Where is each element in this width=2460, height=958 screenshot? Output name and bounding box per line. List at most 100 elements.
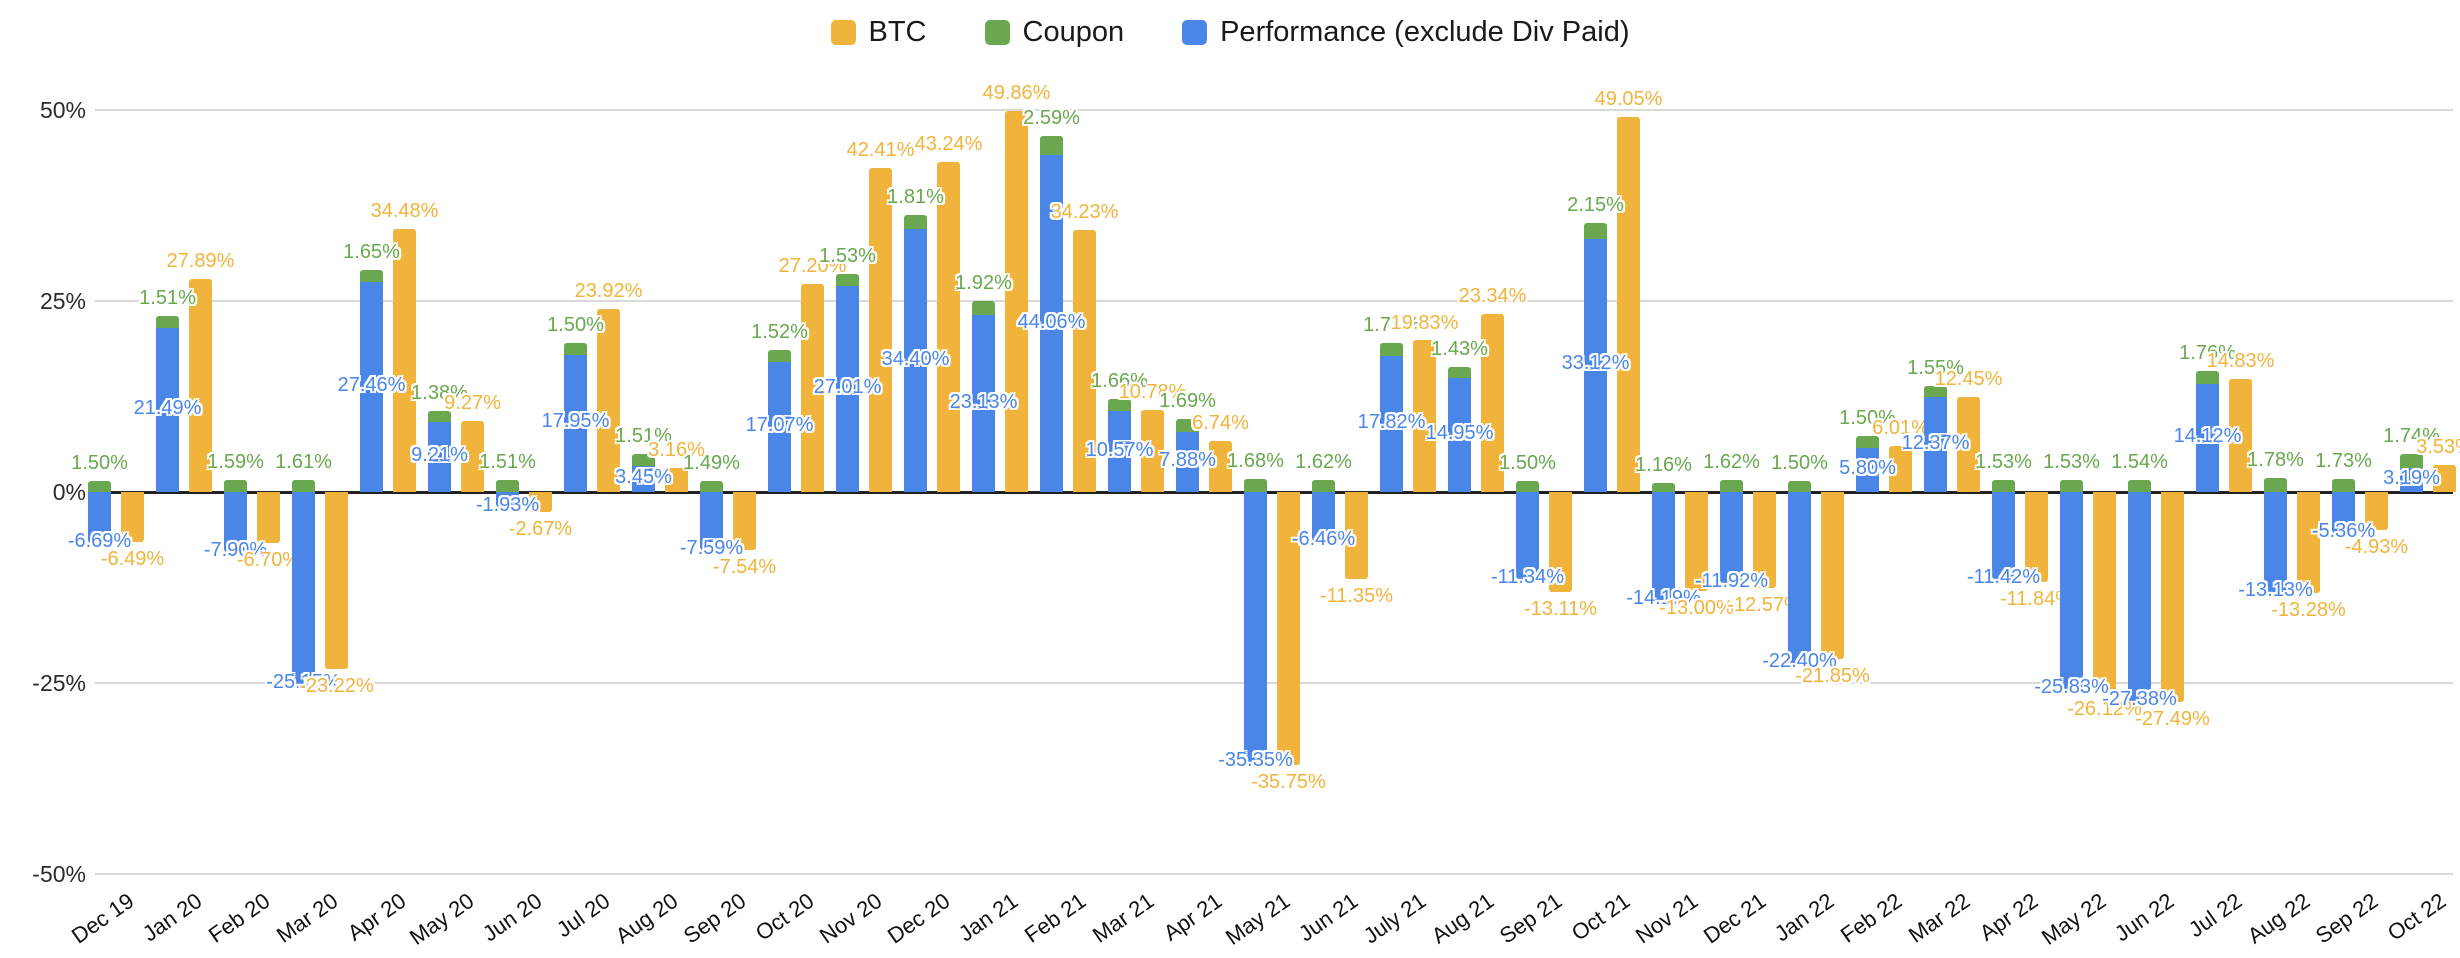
bar-performance-july-21 xyxy=(1380,355,1403,492)
bar-coupon-nov-21 xyxy=(1652,483,1675,492)
label-performance-jun-21: -6.46% xyxy=(1291,528,1356,551)
bar-coupon-dec-20 xyxy=(904,215,927,230)
bar-performance-apr-20 xyxy=(360,282,383,492)
bar-performance-feb-20 xyxy=(224,492,247,553)
bar-performance-jul-22 xyxy=(2196,384,2219,492)
bar-coupon-mar-21 xyxy=(1108,398,1131,412)
label-btc-oct-21: 49.05% xyxy=(1594,88,1663,111)
label-btc-jan-21: 49.86% xyxy=(982,82,1051,105)
bar-coupon-mar-22 xyxy=(1924,385,1947,398)
bar-coupon-aug-22 xyxy=(2264,478,2287,492)
label-coupon-may-22: 1.53% xyxy=(2043,451,2100,474)
bar-performance-jul-20 xyxy=(564,354,587,492)
bar-coupon-jul-22 xyxy=(2196,370,2219,385)
label-coupon-jun-22: 1.54% xyxy=(2111,451,2168,474)
bar-performance-jan-20 xyxy=(156,327,179,492)
bar-performance-aug-21 xyxy=(1448,377,1471,492)
y-axis-tick-n50: -50% xyxy=(32,861,86,887)
label-performance-nov-20: 27.01% xyxy=(813,375,882,398)
bar-btc-july-21 xyxy=(1413,340,1436,492)
label-coupon-dec-21: 1.62% xyxy=(1703,450,1760,473)
label-coupon-aug-21: 1.43% xyxy=(1431,337,1488,360)
bar-btc-jul-22 xyxy=(2229,378,2252,492)
bar-btc-jan-21 xyxy=(1005,111,1028,492)
bar-coupon-may-21 xyxy=(1244,479,1267,492)
label-performance-jan-20: 21.49% xyxy=(133,396,202,419)
label-coupon-aug-22: 1.78% xyxy=(2247,449,2304,472)
label-btc-apr-22: -11.84% xyxy=(1999,588,2074,611)
bar-btc-aug-22 xyxy=(2297,492,2320,594)
label-btc-jun-22: -27.49% xyxy=(2135,708,2210,731)
bar-coupon-jun-22 xyxy=(2128,480,2151,492)
bar-performance-nov-21 xyxy=(1652,492,1675,601)
label-coupon-july-21: 1.71% xyxy=(1363,313,1420,336)
label-performance-july-21: 17.82% xyxy=(1357,410,1426,433)
label-coupon-sep-21: 1.50% xyxy=(1499,451,1556,474)
bar-btc-dec-19 xyxy=(121,492,144,542)
coupon-swatch-icon xyxy=(984,20,1010,45)
label-btc-sep-21: -13.11% xyxy=(1523,598,1598,621)
bar-btc-sep-20 xyxy=(733,492,756,550)
label-performance-jun-20: -1.93% xyxy=(475,493,540,516)
bar-performance-feb-22 xyxy=(1856,447,1879,492)
label-performance-may-21: -35.35% xyxy=(1218,749,1293,772)
bar-btc-may-22 xyxy=(2093,492,2116,692)
label-coupon-jun-21: 1.62% xyxy=(1295,450,1352,473)
label-btc-apr-20: 34.48% xyxy=(370,199,439,222)
legend-label-coupon: Coupon xyxy=(1022,16,1125,48)
label-coupon-feb-21: 2.59% xyxy=(1023,106,1080,129)
label-performance-sep-21: -11.34% xyxy=(1490,565,1565,588)
bar-performance-may-20 xyxy=(428,421,451,492)
bar-performance-may-21 xyxy=(1244,492,1267,763)
performance-swatch-icon xyxy=(1182,20,1208,45)
label-btc-may-20: 9.27% xyxy=(444,392,501,415)
label-btc-may-22: -26.12% xyxy=(2067,697,2142,720)
label-btc-jul-20: 23.92% xyxy=(574,280,643,303)
bar-performance-jan-22 xyxy=(1788,492,1811,664)
legend-item-coupon[interactable]: Coupon xyxy=(984,16,1125,49)
label-btc-oct-20: 27.20% xyxy=(778,255,847,278)
label-btc-nov-20: 42.41% xyxy=(846,139,915,161)
bar-coupon-july-21 xyxy=(1380,342,1403,356)
bar-btc-nov-21 xyxy=(1685,492,1708,592)
label-performance-jan-22: -22.40% xyxy=(1762,650,1837,673)
label-performance-sep-22: -5.36% xyxy=(2311,519,2376,542)
bar-btc-oct-20 xyxy=(801,284,824,492)
label-btc-feb-21: 34.23% xyxy=(1050,201,1119,224)
bar-performance-mar-20 xyxy=(292,492,315,685)
label-coupon-feb-20: 1.59% xyxy=(207,450,264,473)
gridline-n25 xyxy=(95,682,2453,684)
chart-legend: BTC Coupon Performance (exclude Div Paid… xyxy=(0,16,2460,49)
bar-coupon-nov-20 xyxy=(836,273,859,286)
bar-performance-dec-21 xyxy=(1720,492,1743,584)
bar-btc-nov-20 xyxy=(869,167,892,492)
label-btc-jun-21: -11.35% xyxy=(1319,584,1394,607)
bar-coupon-mar-20 xyxy=(292,479,315,492)
x-axis-zero-line xyxy=(95,491,2453,494)
bar-btc-sep-22 xyxy=(2365,492,2388,530)
label-btc-may-21: -35.75% xyxy=(1251,771,1326,794)
label-btc-aug-21: 23.34% xyxy=(1458,284,1527,307)
label-btc-mar-20: -23.22% xyxy=(299,675,374,698)
bar-performance-oct-22 xyxy=(2400,467,2423,492)
bar-performance-oct-20 xyxy=(768,361,791,492)
bar-coupon-dec-21 xyxy=(1720,479,1743,492)
label-btc-sep-20: -7.54% xyxy=(712,555,777,578)
bar-coupon-jun-20 xyxy=(496,480,519,492)
bar-btc-jan-22 xyxy=(1821,492,1844,659)
bar-btc-sep-21 xyxy=(1549,492,1572,593)
legend-item-performance[interactable]: Performance (exclude Div Paid) xyxy=(1182,16,1629,49)
legend-label-btc: BTC xyxy=(868,16,927,48)
y-axis-tick-n25: -25% xyxy=(32,670,86,696)
label-coupon-apr-22: 1.53% xyxy=(1975,451,2032,474)
bar-btc-dec-20 xyxy=(937,161,960,492)
label-performance-mar-20: -25.15% xyxy=(266,671,341,694)
label-performance-dec-21: -11.92% xyxy=(1694,570,1769,593)
label-coupon-nov-21: 1.16% xyxy=(1635,454,1692,477)
legend-item-btc[interactable]: BTC xyxy=(830,16,927,49)
label-coupon-jun-20: 1.51% xyxy=(479,451,536,474)
label-coupon-nov-20: 1.53% xyxy=(819,244,876,267)
bar-coupon-may-20 xyxy=(428,411,451,422)
label-coupon-feb-22: 1.50% xyxy=(1839,407,1896,430)
